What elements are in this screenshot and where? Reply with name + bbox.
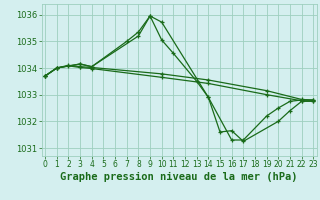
X-axis label: Graphe pression niveau de la mer (hPa): Graphe pression niveau de la mer (hPa) xyxy=(60,172,298,182)
